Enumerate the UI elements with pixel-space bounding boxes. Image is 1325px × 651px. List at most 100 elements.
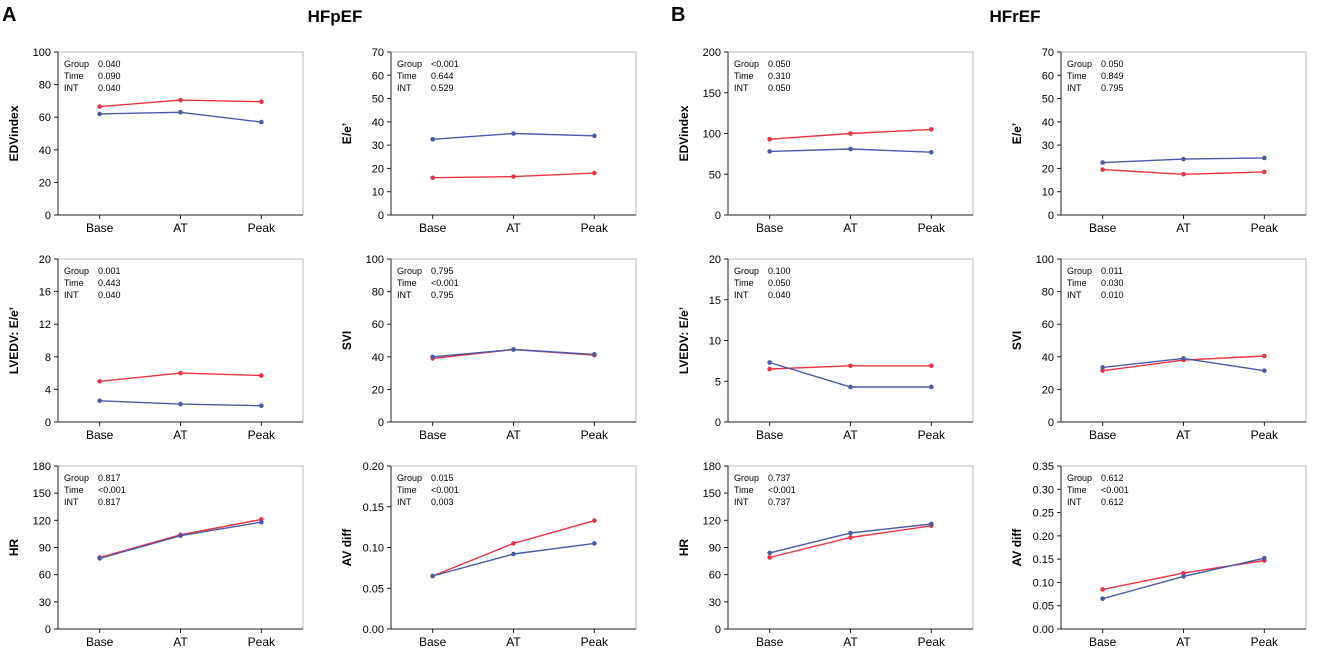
x-tick-label: Peak (918, 428, 946, 442)
y-tick-label: 4 (45, 384, 51, 396)
y-tick-label: 80 (372, 287, 384, 299)
stat-label: Group (734, 473, 759, 483)
data-point-blue (848, 530, 853, 536)
data-point-blue (1100, 160, 1105, 165)
stat-value: 0.050 (1101, 59, 1124, 69)
data-point-red (1100, 167, 1105, 172)
stat-value: 0.737 (768, 473, 791, 483)
chart-a-edv: 0 20 40 60 80 100 Base AT Peak EDVindex Group 0.040… (7, 47, 304, 235)
y-tick-label: 60 (39, 570, 51, 582)
data-point-red (848, 363, 853, 369)
y-tick-label: 40 (1042, 117, 1054, 129)
stat-label: Group (397, 266, 422, 276)
y-tick-label: 16 (39, 287, 51, 299)
stat-label: Group (1067, 59, 1092, 69)
y-tick-label: 150 (33, 488, 51, 500)
panel-b-title: HFrEF (990, 7, 1041, 26)
plot-frame (57, 51, 304, 216)
y-tick-label: 0.30 (1033, 484, 1054, 496)
data-point-blue (511, 347, 516, 352)
x-tick-label: Base (1089, 635, 1117, 649)
stat-value: <0.001 (1101, 485, 1129, 495)
y-tick-label: 20 (709, 254, 721, 266)
x-tick-label: AT (1176, 428, 1191, 442)
y-axis-title: LVEDV: E/e’ (677, 307, 691, 374)
stat-value: 0.443 (98, 278, 121, 288)
panel-a-title: HFpEF (308, 7, 363, 26)
y-tick-label: 20 (39, 254, 51, 266)
data-point-red (97, 378, 102, 384)
y-tick-label: 0.15 (1033, 554, 1054, 566)
y-tick-label: 40 (372, 352, 384, 364)
y-tick-label: 150 (703, 488, 721, 500)
stat-value: 0.050 (768, 83, 791, 93)
x-tick-label: AT (173, 221, 188, 235)
y-tick-label: 200 (703, 47, 721, 59)
y-tick-label: 0.35 (1033, 461, 1054, 473)
y-tick-label: 0 (1048, 210, 1054, 222)
data-point-blue (178, 533, 183, 539)
stat-label: Time (1067, 71, 1087, 81)
x-tick-label: AT (506, 221, 521, 235)
y-tick-label: 0.10 (1033, 577, 1054, 589)
data-point-blue (259, 119, 264, 125)
stat-label: Group (734, 266, 759, 276)
stat-label: INT (64, 497, 79, 507)
y-tick-label: 100 (703, 129, 721, 141)
x-tick-label: Base (1089, 428, 1117, 442)
y-axis-title: HR (677, 539, 691, 557)
y-axis-title: EDVindex (7, 105, 21, 161)
stat-value: 0.003 (431, 497, 454, 507)
panel-b-letter: B (671, 4, 685, 26)
stat-value: 0.817 (98, 497, 121, 507)
stat-label: Time (397, 278, 417, 288)
y-axis-title: AV diff (1010, 528, 1024, 567)
y-tick-label: 120 (33, 515, 51, 527)
stat-value: 0.015 (431, 473, 454, 483)
stat-label: Group (397, 473, 422, 483)
y-axis-title: SVI (340, 331, 354, 350)
y-tick-label: 0 (715, 624, 721, 636)
data-point-red (1100, 368, 1105, 373)
plot-frame (1060, 465, 1307, 630)
y-tick-label: 150 (703, 88, 721, 100)
chart-a-svi: 0 20 40 60 80 100 Base AT Peak SVI Group 0.795 Time <… (340, 254, 637, 442)
y-tick-label: 0.00 (1033, 624, 1054, 636)
y-tick-label: 0.15 (363, 502, 384, 514)
stat-value: <0.001 (98, 485, 126, 495)
y-tick-label: 20 (1042, 163, 1054, 175)
data-point-red (767, 555, 772, 560)
data-point-blue (767, 360, 772, 365)
stat-value: <0.001 (431, 485, 459, 495)
stat-label: Group (397, 59, 422, 69)
data-point-red (511, 541, 516, 546)
data-point-red (511, 174, 516, 179)
y-tick-label: 0 (715, 210, 721, 222)
y-axis-title: SVI (1010, 331, 1024, 350)
y-tick-label: 70 (372, 47, 384, 59)
x-tick-label: Peak (248, 428, 276, 442)
data-point-red (1181, 570, 1186, 576)
y-tick-label: 50 (709, 169, 721, 181)
data-point-blue (259, 519, 264, 525)
data-point-red (259, 373, 264, 378)
y-tick-label: 0.05 (1033, 601, 1054, 613)
stat-label: Time (1067, 485, 1087, 495)
data-point-red (929, 363, 934, 369)
x-tick-label: Base (756, 428, 784, 442)
data-point-blue (1262, 368, 1267, 373)
y-tick-label: 80 (1042, 287, 1054, 299)
y-tick-label: 20 (39, 177, 51, 189)
y-tick-label: 20 (372, 384, 384, 396)
data-point-red (592, 170, 597, 176)
x-tick-label: Peak (248, 635, 276, 649)
data-point-blue (511, 551, 516, 557)
stat-value: <0.001 (768, 485, 796, 495)
y-axis-title: AV diff (340, 528, 354, 567)
x-tick-label: Peak (1251, 221, 1279, 235)
chart-a-lvedv: 0 4 8 12 16 20 Base AT Peak LVEDV: E/e’ Group 0.001… (7, 254, 304, 442)
data-point-blue (1181, 356, 1186, 361)
x-tick-label: AT (173, 635, 188, 649)
y-tick-label: 20 (1042, 384, 1054, 396)
